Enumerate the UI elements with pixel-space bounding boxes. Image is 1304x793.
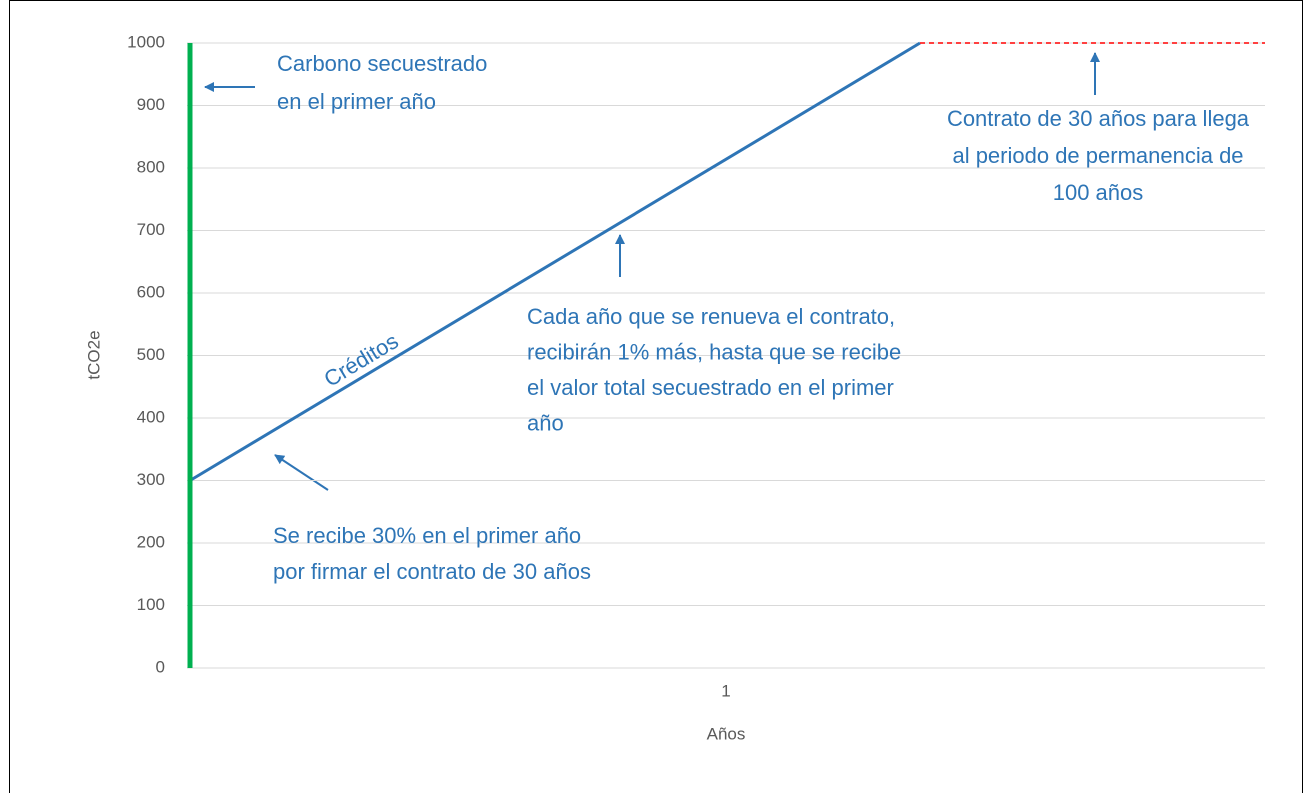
annotation: en el primer año — [277, 89, 436, 114]
annotation: 100 años — [1053, 180, 1144, 205]
y-tick-label: 100 — [137, 595, 165, 614]
y-axis-label: tCO2e — [84, 330, 103, 379]
arrow — [274, 454, 329, 491]
series-line — [189, 41, 921, 482]
y-tick-label: 500 — [137, 345, 165, 364]
annotation: al periodo de permanencia de — [952, 143, 1243, 168]
annotation: recibirán 1% más, hasta que se recibe — [527, 339, 901, 364]
y-tick-label: 800 — [137, 157, 165, 176]
annotation: Cada año que se renueva el contrato, — [527, 304, 895, 329]
annotation: Contrato de 30 años para llega — [947, 106, 1250, 131]
y-tick-label: 1000 — [127, 32, 165, 51]
annotation: año — [527, 410, 564, 435]
annotation: por firmar el contrato de 30 años — [273, 559, 591, 584]
y-tick-label: 700 — [137, 220, 165, 239]
x-tick-label: 1 — [721, 681, 730, 700]
y-tick-label: 900 — [137, 95, 165, 114]
y-tick-label: 0 — [156, 657, 165, 676]
arrows — [204, 52, 1100, 491]
y-tick-label: 600 — [137, 282, 165, 301]
y-tick-label: 400 — [137, 407, 165, 426]
annotation: Carbono secuestrado — [277, 51, 487, 76]
x-axis-label: Años — [707, 724, 746, 743]
annotation: el valor total secuestrado en el primer — [527, 375, 894, 400]
y-tick-label: 200 — [137, 532, 165, 551]
y-tick-label: 300 — [137, 470, 165, 489]
frame — [9, 0, 1303, 793]
annotation: Se recibe 30% en el primer año — [273, 523, 581, 548]
